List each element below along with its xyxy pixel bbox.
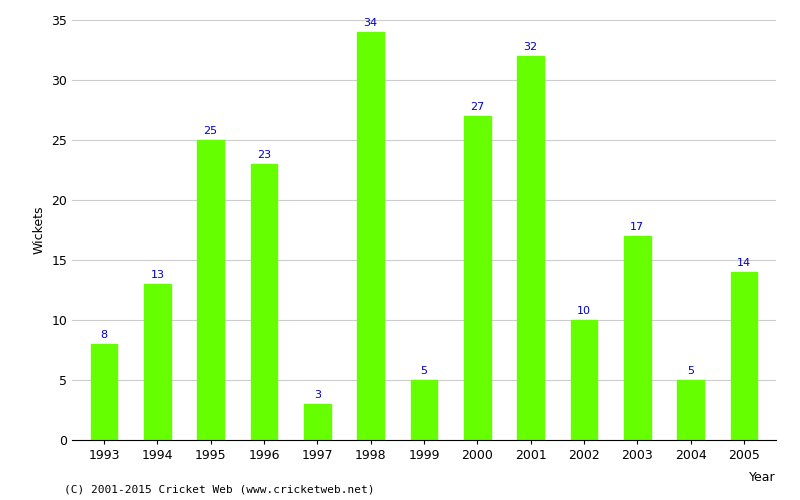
Text: 32: 32 [524,42,538,52]
Y-axis label: Wickets: Wickets [33,206,46,254]
Bar [678,380,704,440]
Text: 5: 5 [687,366,694,376]
Bar [518,56,544,440]
Text: 13: 13 [150,270,164,280]
Bar [624,236,650,440]
Text: 14: 14 [737,258,751,268]
Bar [730,272,758,440]
Text: 8: 8 [101,330,107,340]
Bar [464,116,490,440]
Text: 10: 10 [577,306,591,316]
Bar [198,140,224,440]
Text: 34: 34 [364,18,378,28]
Bar [410,380,438,440]
Bar [90,344,118,440]
Text: 23: 23 [257,150,271,160]
Text: 5: 5 [421,366,427,376]
Text: 25: 25 [204,126,218,136]
Text: (C) 2001-2015 Cricket Web (www.cricketweb.net): (C) 2001-2015 Cricket Web (www.cricketwe… [64,485,374,495]
Bar [144,284,170,440]
Bar [570,320,598,440]
Text: 3: 3 [314,390,321,400]
Bar [250,164,278,440]
Text: Year: Year [750,470,776,484]
Text: 17: 17 [630,222,644,232]
Bar [304,404,330,440]
Bar [358,32,384,440]
Text: 27: 27 [470,102,485,113]
